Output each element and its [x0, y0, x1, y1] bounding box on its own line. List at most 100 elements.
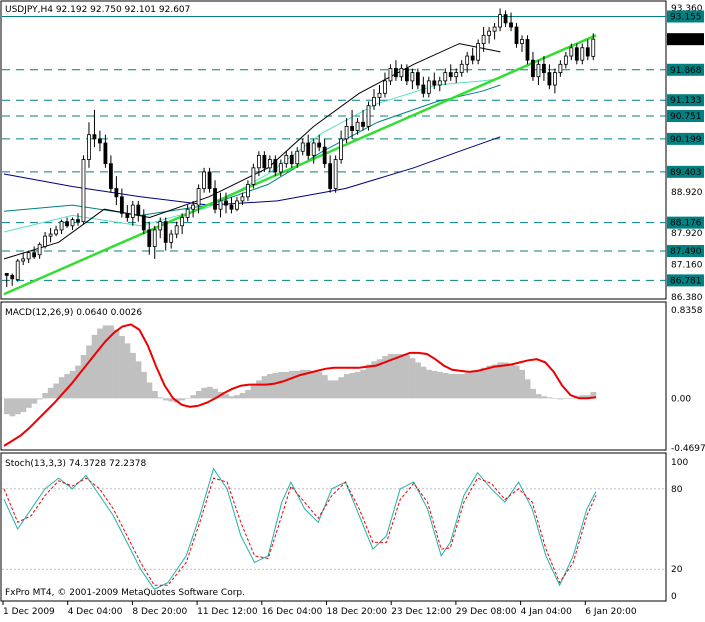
level-tag-bg [667, 274, 704, 287]
current-price-tag-bg [667, 33, 704, 46]
macd-histogram-bar [283, 371, 290, 399]
macd-histogram-bar [234, 395, 241, 399]
macd-histogram-bar [53, 383, 60, 399]
candle-body [454, 72, 459, 78]
level-tag-label: 90.751 [670, 112, 702, 122]
candle-body [300, 142, 305, 152]
level-tag-bg [667, 216, 704, 229]
candle-body [372, 97, 376, 107]
x-axis-label: 4 Jan 04:00 [521, 607, 573, 617]
macd-histogram-bar [75, 365, 82, 399]
current-price-tag-label: 92.607 [670, 35, 702, 45]
candle-body [240, 196, 245, 202]
price-tick-label: 93.360 [671, 4, 703, 14]
level-tag-label: 90.199 [670, 135, 702, 145]
macd-histogram-bar [25, 398, 32, 408]
macd-histogram-bar [508, 363, 515, 399]
macd-histogram-bar [415, 362, 421, 399]
price-tick-label: 86.380 [671, 293, 703, 303]
macd-histogram-bar [113, 329, 120, 399]
macd-histogram-bar [239, 393, 246, 399]
level-tag-label: 89.403 [670, 168, 702, 178]
candle-body [426, 80, 431, 94]
macd-histogram-bar [382, 356, 389, 399]
candle-body [289, 154, 294, 165]
macd-histogram-bar [146, 382, 153, 399]
macd-histogram-bar [141, 371, 147, 399]
candle-body [43, 235, 48, 247]
macd-histogram-bar [568, 398, 575, 399]
candle-body [169, 233, 174, 243]
candle-body [366, 105, 371, 127]
macd-histogram-bar [332, 380, 339, 399]
level-tag-label: 91.133 [670, 96, 702, 106]
x-axis-label: 1 Dec 2009 [3, 607, 55, 617]
macd-histogram-bar [513, 365, 520, 399]
macd-histogram-bar [250, 384, 257, 399]
candle-body [15, 260, 20, 281]
macd-histogram-bar [327, 380, 334, 399]
candle-body [514, 26, 519, 45]
macd-plot [3, 323, 597, 447]
macd-histogram-bar [212, 388, 219, 399]
candle-body [520, 39, 524, 45]
candle-body [207, 171, 212, 189]
macd-histogram-bar [365, 364, 372, 399]
level-tag-bg [667, 63, 704, 76]
macd-histogram-bar [458, 374, 465, 399]
candle-body [158, 221, 163, 231]
macd-histogram-bar [9, 398, 16, 417]
candle-body [415, 72, 420, 86]
price-tick-label: 87.920 [671, 229, 703, 239]
macd-signal-line [3, 323, 597, 447]
x-axis-label: 4 Dec 04:00 [68, 607, 123, 617]
candle-body [399, 68, 404, 78]
macd-histogram-bar [321, 375, 328, 399]
macd-histogram-bar [519, 369, 526, 399]
macd-histogram-bar [563, 398, 569, 399]
candle-body [185, 208, 190, 218]
macd-histogram-bar [20, 398, 27, 413]
candle-body [235, 200, 239, 210]
candle-body [350, 126, 354, 131]
macd-histogram-bar [426, 369, 432, 399]
macd-histogram-bar [552, 398, 558, 399]
candle-body [552, 72, 557, 86]
candle-body [213, 188, 217, 210]
level-tag-bg [667, 10, 704, 23]
trend-line [3, 34, 597, 296]
macd-histogram-bar [184, 398, 191, 399]
stoch-main-line [3, 467, 597, 590]
stoch-tick-label: 0 [671, 592, 677, 602]
candle-body [70, 219, 75, 227]
macd-histogram-bar [354, 371, 361, 399]
candle-body [92, 134, 97, 140]
macd-histogram-bar [431, 370, 438, 399]
macd-histogram-bar [393, 353, 399, 399]
macd-histogram-bar [349, 372, 356, 399]
candle-body [278, 163, 283, 173]
candle-body [476, 43, 481, 61]
candle-body [333, 159, 338, 189]
price-tick-label: 88.920 [671, 188, 703, 198]
macd-histogram-bar [91, 334, 98, 399]
macd-histogram-bar [497, 362, 504, 399]
macd-histogram-bar [437, 371, 443, 399]
candle-body [525, 39, 530, 61]
macd-histogram-bar [294, 370, 301, 399]
candle-body [32, 252, 37, 258]
candle-body [558, 63, 563, 73]
macd-histogram-bar [206, 386, 213, 399]
candle-body [465, 55, 470, 65]
candle-body [224, 200, 228, 206]
stoch-tick-label: 20 [671, 565, 683, 575]
candle-body [421, 84, 426, 94]
price-title: USDJPY,H4 92.192 92.750 92.101 92.607 [5, 5, 190, 15]
macd-histogram-bar [256, 380, 262, 399]
macd-histogram-bar [376, 359, 383, 399]
macd-histogram-bar [420, 366, 427, 399]
macd-histogram-bar [486, 365, 493, 399]
candle-body [383, 80, 387, 94]
